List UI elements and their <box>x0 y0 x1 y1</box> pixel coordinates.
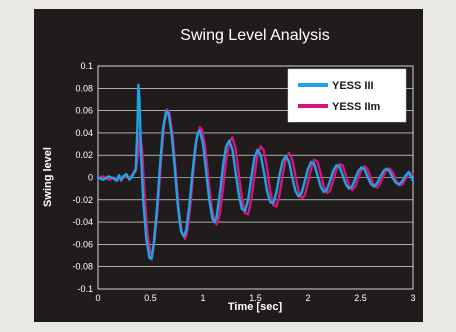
x-tick-label: 1 <box>200 293 205 303</box>
series-lines <box>96 83 415 261</box>
y-tick-label: 0.02 <box>75 150 93 160</box>
legend-label-yess-iim: YESS IIm <box>332 101 381 113</box>
chart-title: Swing Level Analysis <box>180 27 329 44</box>
y-tick-label: 0 <box>88 173 93 183</box>
tick-labels: 0.1 0.08 0.06 0.04 0.02 0 -0.02 -0.04 -0.06 -0.08… <box>72 61 415 303</box>
legend-box <box>287 68 407 123</box>
y-tick-label: 0.1 <box>80 61 93 71</box>
swing-level-chart: Swing Level Analysis 0.1 0.08 0.06 0.04 0.02… <box>42 27 416 313</box>
x-tick-label: 0 <box>95 293 100 303</box>
y-tick-label: -0.08 <box>72 262 93 272</box>
x-tick-label: 2 <box>305 293 310 303</box>
x-axis-title: Time [sec] <box>228 301 283 313</box>
y-tick-label: -0.06 <box>72 239 93 249</box>
y-tick-label: -0.02 <box>72 195 93 205</box>
x-tick-label: 2.5 <box>354 293 367 303</box>
legend-label-yess-iii: YESS III <box>332 80 374 92</box>
chart-panel: Swing Level Analysis 0.1 0.08 0.06 0.04 0.02… <box>34 9 423 322</box>
y-tick-label: 0.06 <box>75 106 93 116</box>
y-tick-label: -0.04 <box>72 217 93 227</box>
y-axis-title: Swing level <box>42 147 54 207</box>
series-line-yess-iim <box>96 108 415 255</box>
x-tick-label: 3 <box>410 293 415 303</box>
x-tick-label: 0.5 <box>144 293 157 303</box>
legend: YESS III YESS IIm <box>287 68 407 123</box>
y-tick-label: 0.08 <box>75 83 93 93</box>
y-tick-label: 0.04 <box>75 128 93 138</box>
grid-lines <box>98 88 413 268</box>
x-tick-label: 1.5 <box>249 293 262 303</box>
y-tick-label: -0.1 <box>77 284 93 294</box>
series-line-yess-iii <box>96 83 415 261</box>
